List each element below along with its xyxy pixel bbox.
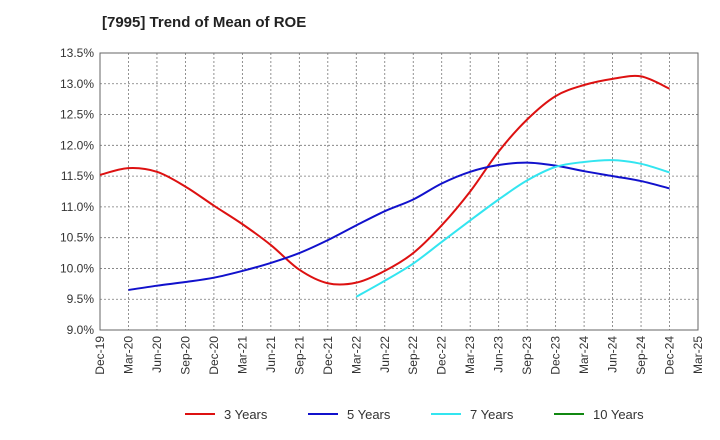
y-tick-label: 13.0% <box>60 77 94 91</box>
x-tick-label: Dec-24 <box>663 336 677 375</box>
series-line-7-years <box>355 159 670 298</box>
y-tick-label: 12.0% <box>60 138 94 152</box>
y-tick-label: 9.0% <box>67 323 95 337</box>
x-tick-label: Sep-23 <box>520 336 534 375</box>
x-tick-label: Dec-20 <box>207 336 221 375</box>
x-tick-label: Sep-21 <box>292 336 306 375</box>
x-tick-label: Jun-21 <box>264 336 278 373</box>
x-tick-label: Mar-21 <box>235 336 249 374</box>
y-tick-label: 9.5% <box>67 292 95 306</box>
legend-label: 5 Years <box>347 407 391 422</box>
x-tick-label: Sep-20 <box>178 336 192 375</box>
x-tick-label: Jun-23 <box>492 336 506 373</box>
x-tick-label: Jun-24 <box>606 336 620 373</box>
x-tick-label: Sep-24 <box>634 336 648 375</box>
x-tick-label: Dec-23 <box>549 336 563 375</box>
x-tick-label: Mar-25 <box>691 336 705 374</box>
x-tick-label: Mar-20 <box>121 336 135 374</box>
x-tick-label: Jun-20 <box>150 336 164 373</box>
legend-label: 3 Years <box>224 407 268 422</box>
x-tick-label: Dec-22 <box>435 336 449 375</box>
legend-label: 10 Years <box>593 407 644 422</box>
y-tick-label: 13.5% <box>60 46 94 60</box>
y-tick-label: 10.0% <box>60 261 94 275</box>
x-tick-label: Sep-22 <box>406 336 420 375</box>
x-tick-label: Mar-23 <box>463 336 477 374</box>
x-tick-label: Mar-22 <box>349 336 363 374</box>
series-line-3-years <box>99 74 670 286</box>
x-tick-label: Dec-19 <box>93 336 107 375</box>
x-tick-label: Dec-21 <box>321 336 335 375</box>
y-tick-label: 10.5% <box>60 231 94 245</box>
x-tick-label: Jun-22 <box>378 336 392 373</box>
plot-frame <box>99 52 699 331</box>
y-tick-label: 11.5% <box>61 169 94 183</box>
series-line-5-years <box>128 161 670 291</box>
y-tick-label: 12.5% <box>60 108 94 122</box>
y-tick-label: 11.0% <box>61 200 94 214</box>
legend-label: 7 Years <box>470 407 514 422</box>
chart-title: [7995] Trend of Mean of ROE <box>102 14 307 31</box>
x-tick-label: Mar-24 <box>577 336 591 374</box>
